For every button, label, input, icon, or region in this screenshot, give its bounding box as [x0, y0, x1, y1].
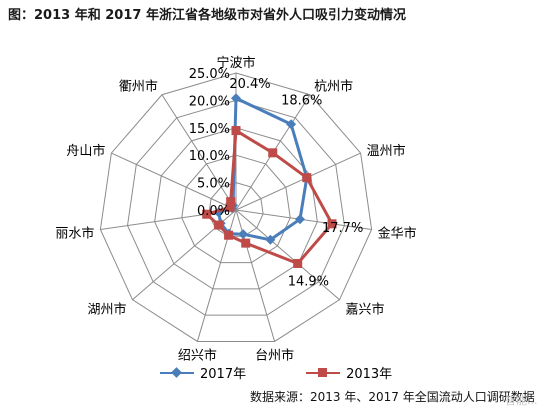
category-label: 衢州市 [119, 79, 158, 95]
axis-tick-label: 5.0% [197, 177, 230, 192]
series-point-2017年 [231, 93, 241, 104]
series-point-2017年 [295, 214, 306, 225]
grid-spoke [235, 152, 361, 211]
series-point-2013年 [293, 258, 303, 268]
axis-tick-label: 25.0% [189, 67, 230, 82]
legend-label-2017: 2017年 [200, 367, 247, 382]
series-point-2013年 [327, 219, 337, 229]
category-label: 金华市 [378, 225, 417, 241]
source-note: 数据来源：2013 年、2017 年全国流动人口调研数据 [250, 390, 535, 404]
grid-ring [208, 182, 264, 237]
axis-tick-label: 10.0% [189, 149, 230, 164]
grid-spoke [196, 209, 237, 342]
category-label: 嘉兴市 [346, 302, 385, 318]
grid-spoke [161, 94, 237, 211]
series-point-2013年 [241, 238, 251, 248]
legend-item-2013: 2013年 [306, 363, 392, 382]
axis-tick-label: 15.0% [189, 122, 230, 137]
series-point-2013年 [268, 148, 278, 158]
series-point-2013年 [202, 209, 212, 219]
series-point-2013年 [224, 230, 234, 240]
legend: 2017年 2013年 [160, 363, 392, 382]
watermark: 智能... [505, 394, 538, 407]
data-label: 20.4% [229, 77, 270, 92]
grid-spoke [111, 152, 237, 211]
legend-item-2017: 2017年 [160, 363, 246, 382]
axis-tick-label: 20.0% [189, 94, 230, 109]
series-point-2017年 [265, 234, 276, 245]
category-label: 舟山市 [66, 143, 105, 159]
data-label: 17.7% [322, 221, 363, 236]
category-label: 杭州市 [314, 79, 353, 95]
category-label: 宁波市 [216, 55, 255, 71]
axis-tick-label: 0.0% [197, 204, 230, 219]
grid-spoke [235, 209, 276, 342]
series-point-2017年 [238, 229, 249, 240]
series-point-2013年 [226, 197, 236, 207]
grid-ring [99, 72, 373, 342]
legend-swatch-2017 [160, 368, 194, 378]
category-label: 台州市 [255, 347, 294, 363]
category-label: 绍兴市 [178, 347, 217, 363]
data-label: 18.6% [281, 93, 322, 108]
category-label: 温州市 [367, 143, 406, 159]
chart-title: 图：2013 年和 2017 年浙江省各地级市对省外人口吸引力变动情况 [8, 8, 406, 23]
data-label: 14.9% [288, 274, 329, 289]
grid-ring [126, 99, 346, 316]
series-point-2017年 [286, 119, 297, 130]
legend-swatch-2013 [306, 367, 341, 378]
series-point-2013年 [302, 173, 312, 183]
category-label: 丽水市 [55, 225, 94, 241]
legend-label-2013: 2013年 [346, 367, 393, 382]
series-point-2013年 [214, 220, 224, 230]
grid-spoke [235, 209, 340, 301]
category-label: 湖州市 [87, 302, 126, 318]
series-point-2013年 [225, 202, 235, 212]
series-point-2013年 [231, 126, 241, 136]
grid-ring [181, 154, 291, 264]
